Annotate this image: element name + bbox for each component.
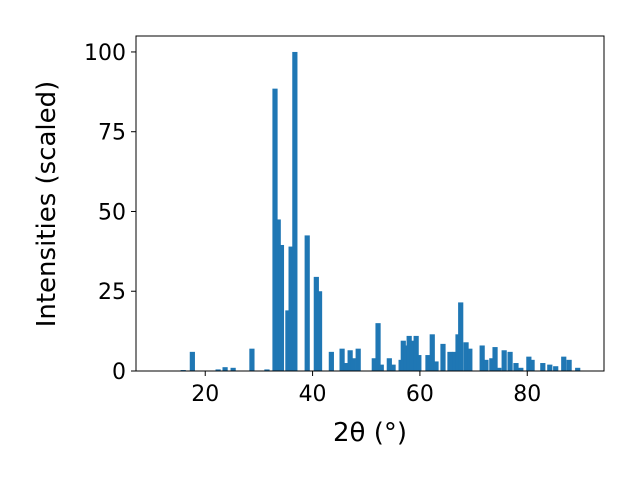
bar [230,367,236,371]
bar [386,358,392,371]
bar [483,359,489,371]
bar [222,367,228,371]
y-tick-label: 75 [98,121,126,146]
bar [304,235,310,371]
bar [553,366,559,371]
bar [425,355,431,371]
x-tick-label: 60 [406,382,434,407]
y-tick-label: 0 [112,360,126,385]
bar [440,343,446,371]
bar [313,276,319,371]
bar [447,351,453,371]
bar [452,351,458,371]
x-tick-label: 40 [299,382,327,407]
bar [249,348,255,371]
bar [463,342,469,371]
y-tick-label: 50 [98,200,126,225]
x-axis-label: 2θ (°) [333,418,407,448]
bar [371,358,377,371]
bar [518,367,524,371]
bar [403,345,409,371]
bar [540,363,546,371]
bar [264,369,270,371]
bar [429,334,435,371]
bar [350,358,356,371]
bar [513,363,519,371]
bar [489,358,495,371]
bar [467,348,473,371]
bar [275,219,281,371]
x-tick-label: 80 [513,382,541,407]
bar [566,359,572,371]
bar [400,340,406,371]
bar [355,348,361,371]
bar [458,302,464,371]
bar [375,323,381,371]
bar [529,359,535,371]
bar [496,367,502,371]
bar [292,51,298,371]
x-tick-label: 20 [191,382,219,407]
bar [390,364,396,371]
bar [343,363,349,371]
bar [285,310,291,371]
bar [189,351,195,371]
bar [547,364,553,371]
bar [507,351,513,371]
bar [272,88,278,372]
bar [215,369,221,371]
bar [575,367,581,371]
bar [406,335,412,371]
bar [433,361,439,371]
bar [416,355,422,371]
bar [316,291,323,371]
bar [328,351,334,371]
bar [339,348,345,371]
bar [278,244,285,371]
bar [413,335,419,371]
bar [378,364,384,371]
y-tick-label: 100 [84,41,126,66]
bar [455,334,461,371]
bar [479,345,485,371]
bar [561,356,567,371]
bar [347,350,353,371]
plot-frame [135,35,605,372]
y-axis-label: Intensities (scaled) [32,81,62,328]
bar [492,347,498,371]
bar [288,246,294,371]
y-tick-label: 25 [98,280,126,305]
bar [409,340,415,371]
bar [526,356,532,371]
bar [501,350,507,371]
